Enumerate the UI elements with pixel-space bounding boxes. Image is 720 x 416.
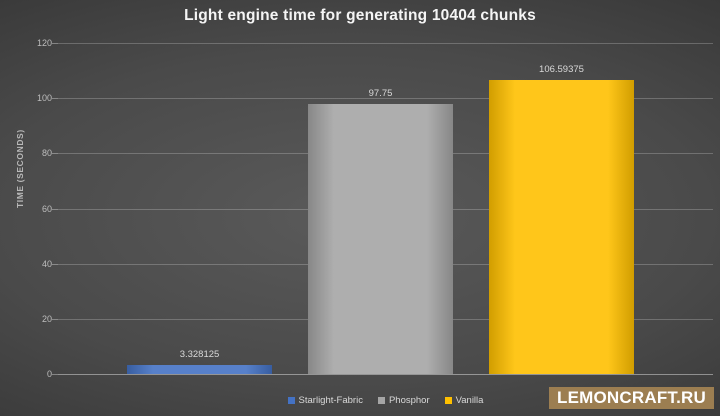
bar-phosphor: [308, 104, 453, 374]
watermark: LEMONCRAFT.RU: [549, 387, 714, 409]
y-axis-tick: [52, 43, 58, 44]
bar-value-label: 3.328125: [179, 348, 220, 360]
bar-value-label: 106.59375: [539, 63, 584, 75]
gridline: [58, 43, 713, 44]
y-axis-tick-label: 40: [41, 259, 52, 269]
y-axis-tick-label: 0: [46, 369, 52, 379]
legend-swatch-icon: [377, 397, 385, 404]
legend-item-phosphor: Phosphor: [377, 395, 430, 406]
y-axis-tick: [52, 264, 58, 265]
bar-starlight-fabric: [127, 364, 272, 374]
chart-title: Light engine time for generating 10404 c…: [184, 7, 536, 24]
y-axis-tick-label: 100: [36, 93, 52, 103]
legend-label: Starlight-Fabric: [298, 395, 363, 406]
y-axis-tick: [52, 374, 58, 375]
y-axis-tick-label: 120: [36, 38, 52, 48]
y-axis-tick-label: 80: [41, 148, 52, 158]
y-axis-tick: [52, 319, 58, 320]
y-axis-tick: [52, 209, 58, 210]
y-axis-tick-label: 60: [41, 204, 52, 214]
watermark-text: LEMONCRAFT.RU: [557, 388, 706, 407]
x-axis-line: [58, 374, 713, 375]
y-axis-tick-label: 20: [41, 314, 52, 324]
legend-label: Phosphor: [388, 395, 430, 406]
legend-item-vanilla: Vanilla: [444, 395, 484, 406]
y-axis-tick: [52, 98, 58, 99]
legend: Starlight-Fabric Phosphor Vanilla: [58, 395, 713, 406]
bar-value-label: 97.75: [368, 88, 393, 100]
legend-swatch-icon: [287, 397, 295, 404]
gridline: [58, 98, 713, 99]
legend-label: Vanilla: [455, 395, 484, 406]
y-axis-tick: [52, 153, 58, 154]
legend-swatch-icon: [444, 397, 452, 404]
legend-item-starlight-fabric: Starlight-Fabric: [287, 395, 363, 406]
bar-vanilla: [489, 79, 634, 374]
